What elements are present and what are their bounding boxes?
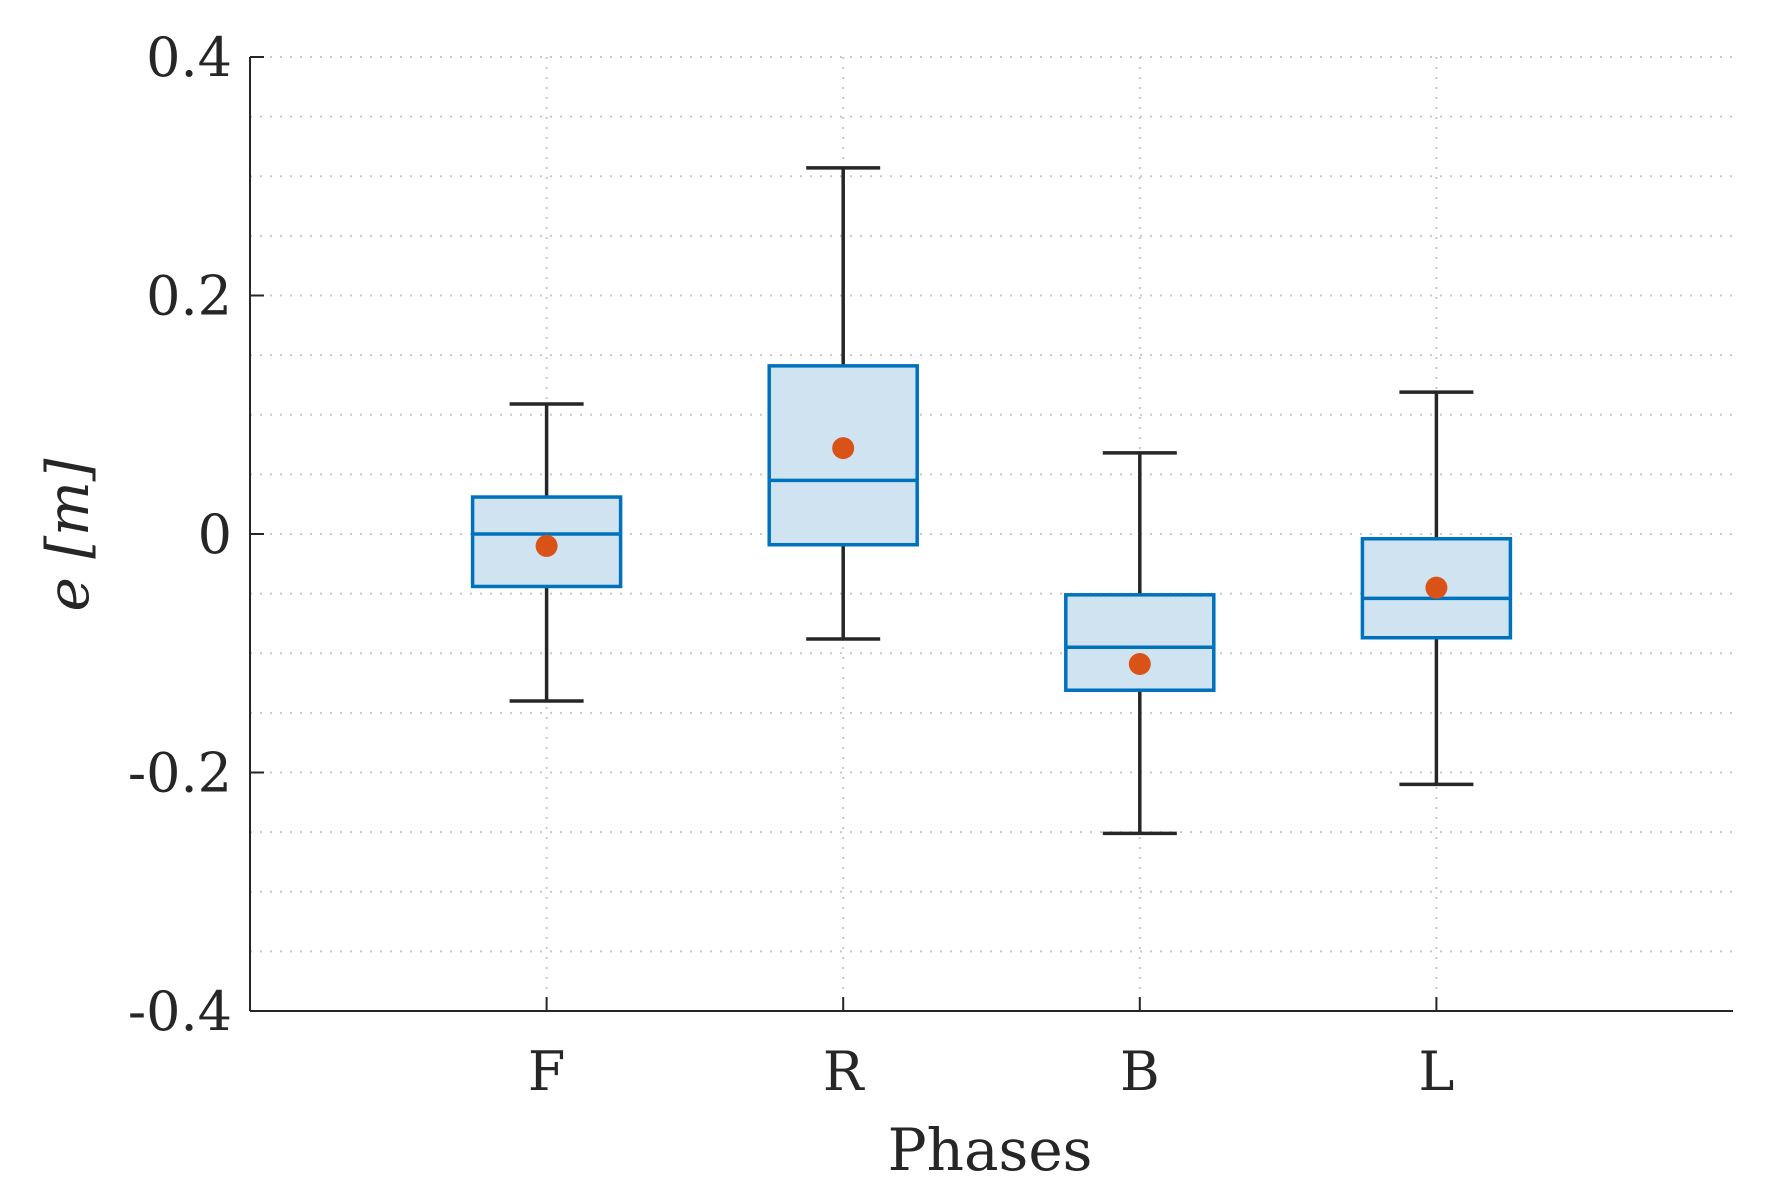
y-tick-label: 0.4: [146, 26, 232, 89]
y-axis-label: e [m]: [34, 458, 102, 611]
axis-layer: -0.4 -0.2 0 0.2 0.4 F R B L: [128, 26, 1733, 1103]
y-tick-label: 0.2: [146, 265, 232, 328]
box-group-l: [1360, 390, 1513, 787]
x-tick-label: R: [823, 1040, 865, 1103]
x-tick-label: F: [528, 1040, 565, 1103]
y-tick-label: -0.2: [128, 742, 232, 805]
box-group-f: [470, 402, 623, 703]
y-tick-label: -0.4: [128, 980, 232, 1043]
mean-marker: [1425, 576, 1448, 599]
x-tick-label: L: [1418, 1040, 1454, 1103]
box-group-b: [1064, 451, 1216, 836]
x-axis-label: Phases: [888, 1116, 1093, 1184]
mean-marker: [1128, 652, 1151, 675]
mean-marker: [832, 437, 855, 460]
x-tick-label: B: [1120, 1040, 1160, 1103]
grid-layer: [250, 56, 1733, 1012]
iqr-box: [1064, 593, 1216, 692]
y-tick-label: 0: [198, 503, 232, 566]
mean-marker: [535, 534, 558, 557]
box-layer: [470, 166, 1513, 836]
box-group-r: [767, 166, 919, 641]
